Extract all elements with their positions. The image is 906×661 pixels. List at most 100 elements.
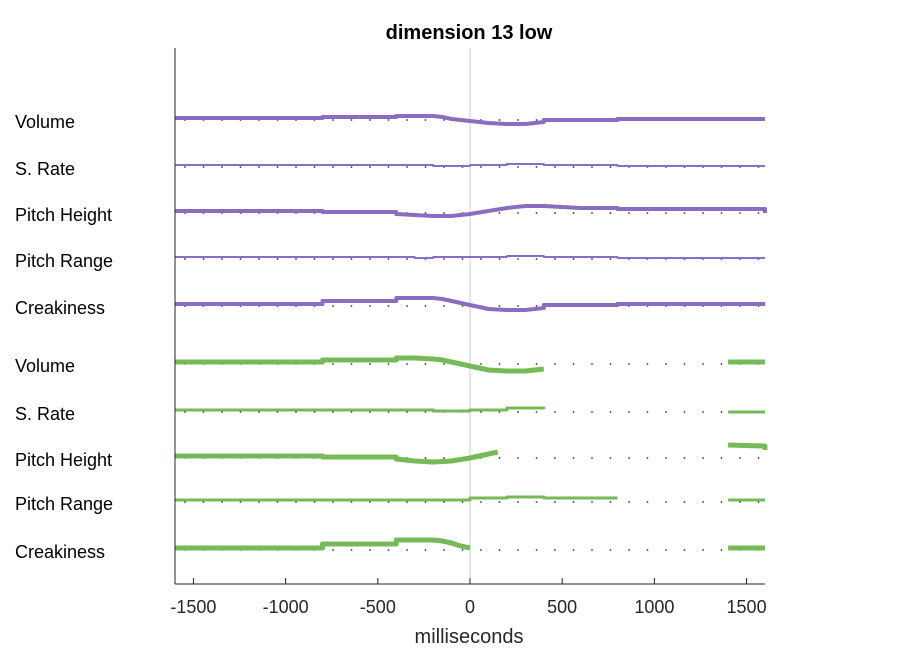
reference-dot (369, 411, 371, 413)
series-line-8-2 (728, 442, 768, 450)
reference-dot (461, 549, 464, 551)
x-tick-label: -1500 (170, 597, 216, 617)
reference-dot (683, 457, 686, 459)
reference-dot (276, 411, 279, 413)
reference-dot (554, 501, 556, 503)
reference-dot (757, 501, 760, 503)
reference-dot (424, 166, 427, 168)
reference-dot (369, 166, 371, 168)
reference-dot (202, 166, 205, 168)
reference-dot (369, 363, 371, 365)
reference-dot (387, 119, 390, 121)
reference-dot (443, 305, 445, 307)
chart-title: dimension 13 low (386, 22, 553, 44)
reference-dot (517, 363, 519, 365)
reference-dot (184, 411, 186, 413)
reference-dot (572, 501, 575, 503)
reference-dot (480, 411, 482, 413)
reference-dot (720, 501, 723, 503)
row-label: Pitch Range (15, 251, 113, 271)
reference-dot (221, 501, 223, 503)
reference-dot (646, 363, 649, 365)
reference-dot (609, 258, 612, 260)
reference-dot (702, 212, 704, 214)
reference-dot (424, 457, 427, 459)
reference-dot (406, 258, 408, 260)
x-tick-label: 1500 (727, 597, 767, 617)
reference-dot (628, 457, 630, 459)
reference-dot (609, 457, 612, 459)
reference-dot (443, 258, 445, 260)
reference-dot (535, 166, 538, 168)
reference-dot (295, 411, 297, 413)
x-axis-label: milliseconds (415, 626, 524, 648)
reference-dot (498, 166, 501, 168)
reference-dot (332, 363, 334, 365)
reference-dot (517, 119, 519, 121)
series-line-6-1 (175, 355, 545, 374)
reference-dot (295, 258, 297, 260)
reference-dot (517, 457, 519, 459)
reference-dot (572, 363, 575, 365)
reference-dot (535, 363, 538, 365)
reference-dot (350, 363, 353, 365)
reference-dot (517, 258, 519, 260)
reference-dot (443, 119, 445, 121)
series-line-10-1 (175, 537, 471, 551)
x-tick-label: 1000 (634, 597, 674, 617)
reference-dot (720, 549, 723, 551)
reference-dot (739, 212, 741, 214)
reference-dot (739, 457, 741, 459)
reference-dot (554, 166, 556, 168)
reference-dot (554, 212, 556, 214)
reference-dot (424, 549, 427, 551)
reference-dot (313, 166, 316, 168)
reference-dot (646, 501, 649, 503)
reference-dot (332, 258, 334, 260)
x-tick-label: -1000 (263, 597, 309, 617)
series-line-1-1 (175, 114, 765, 126)
reference-dot (350, 411, 353, 413)
reference-dot (480, 166, 482, 168)
x-tick-label: -500 (360, 597, 396, 617)
reference-dot (276, 501, 279, 503)
reference-dot (572, 212, 575, 214)
reference-dot (517, 305, 519, 307)
reference-dot (720, 212, 723, 214)
reference-dot (720, 363, 723, 365)
reference-dot (387, 363, 390, 365)
row-label: Volume (15, 356, 75, 376)
reference-dot (313, 501, 316, 503)
row-label: S. Rate (15, 159, 75, 179)
reference-dot (665, 411, 667, 413)
row-label: Pitch Height (15, 450, 112, 470)
reference-dot (720, 457, 723, 459)
reference-dot (572, 166, 575, 168)
reference-dot (424, 363, 427, 365)
reference-dot (369, 501, 371, 503)
reference-dot (239, 258, 242, 260)
row-label: Pitch Range (15, 494, 113, 514)
reference-dot (184, 166, 186, 168)
reference-dot (702, 411, 704, 413)
reference-dot (683, 212, 686, 214)
row-label: Creakiness (15, 542, 105, 562)
reference-dot (646, 457, 649, 459)
row-label: Creakiness (15, 298, 105, 318)
reference-dot (554, 411, 556, 413)
x-tick-label: 0 (465, 597, 475, 617)
reference-dot (683, 549, 686, 551)
reference-dot (406, 305, 408, 307)
reference-dot (202, 501, 205, 503)
reference-dot (443, 549, 445, 551)
reference-dot (406, 411, 408, 413)
reference-dot (406, 501, 408, 503)
reference-dot (757, 457, 760, 459)
reference-dot (443, 363, 445, 365)
series-line-4-1 (175, 255, 765, 259)
reference-dot (184, 258, 186, 260)
reference-dot (628, 501, 630, 503)
reference-dot (665, 363, 667, 365)
reference-dot (535, 549, 538, 551)
reference-dot (683, 411, 686, 413)
